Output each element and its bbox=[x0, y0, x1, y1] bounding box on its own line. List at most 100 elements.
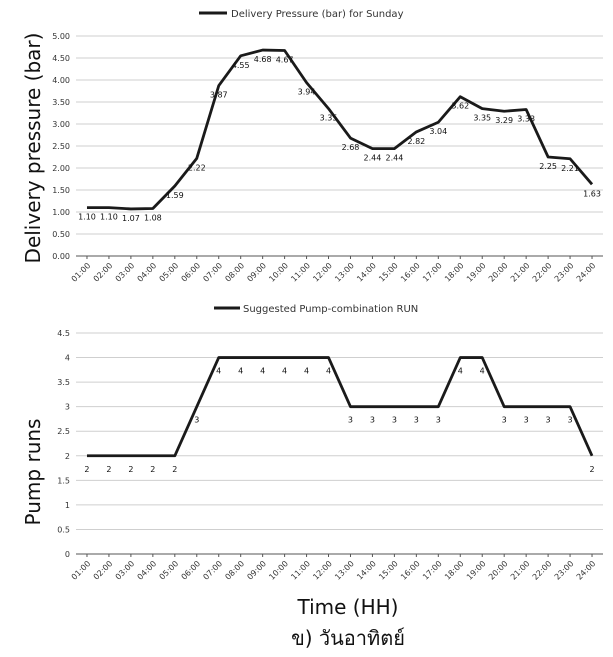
x-tick-label: 09:00 bbox=[245, 261, 268, 284]
x-tick-label: 08:00 bbox=[223, 559, 246, 582]
data-label: 3.87 bbox=[210, 91, 228, 100]
y-tick-label: 1.50 bbox=[52, 186, 70, 195]
y-tick-label: 2.50 bbox=[52, 142, 70, 151]
data-label: 1.59 bbox=[166, 191, 184, 200]
data-label: 2 bbox=[589, 465, 594, 474]
data-label: 3 bbox=[568, 416, 573, 425]
data-label: 2 bbox=[84, 465, 89, 474]
x-tick-label: 07:00 bbox=[201, 559, 224, 582]
x-tick-label: 02:00 bbox=[92, 261, 115, 284]
x-tick-label: 10:00 bbox=[267, 559, 290, 582]
x-tick-label: 18:00 bbox=[443, 261, 466, 284]
data-label: 3 bbox=[194, 416, 199, 425]
data-label: 4 bbox=[260, 367, 265, 376]
data-label: 3.33 bbox=[517, 114, 535, 123]
y-tick-label: 4.5 bbox=[57, 329, 70, 338]
x-tick-label: 10:00 bbox=[267, 261, 290, 284]
data-label: 4 bbox=[304, 367, 309, 376]
data-label: 4 bbox=[216, 367, 221, 376]
x-tick-label: 05:00 bbox=[158, 261, 181, 284]
data-label: 4.55 bbox=[232, 61, 250, 70]
x-tick-label: 01:00 bbox=[70, 261, 93, 284]
x-tick-label: 02:00 bbox=[92, 559, 115, 582]
data-label: 2.82 bbox=[407, 137, 425, 146]
data-label: 3 bbox=[348, 416, 353, 425]
data-label: 3.35 bbox=[473, 114, 491, 123]
pump-x-ticks: 01:00 02:00 03:00 04:00 05:00 06:00 07:00 08:00… bbox=[70, 554, 597, 582]
x-tick-label: 06:00 bbox=[180, 261, 203, 284]
data-label: 1.08 bbox=[144, 213, 162, 222]
x-tick-label: 14:00 bbox=[355, 261, 378, 284]
x-tick-label: 17:00 bbox=[421, 261, 444, 284]
y-tick-label: 3.50 bbox=[52, 98, 70, 107]
pump-x-axis-title: Time (HH) bbox=[297, 595, 399, 619]
x-tick-label: 16:00 bbox=[399, 559, 422, 582]
pump-chart: Suggested Pump-combination RUN Pump runs… bbox=[21, 304, 603, 619]
pressure-y-ticks: 0.00 0.50 1.00 1.50 2.00 2.50 3.00 3.50 4.00 4.50… bbox=[52, 32, 70, 261]
y-tick-label: 0 bbox=[65, 550, 70, 559]
x-tick-label: 14:00 bbox=[355, 559, 378, 582]
x-tick-label: 05:00 bbox=[158, 559, 181, 582]
data-label: 2 bbox=[150, 465, 155, 474]
x-tick-label: 15:00 bbox=[377, 559, 400, 582]
series-line bbox=[86, 356, 594, 458]
figure-caption: ข) วันอาทิตย์ bbox=[291, 626, 405, 650]
x-tick-label: 23:00 bbox=[553, 261, 576, 284]
data-label: 1.63 bbox=[583, 189, 601, 198]
data-label: 2 bbox=[128, 465, 133, 474]
x-tick-label: 21:00 bbox=[509, 559, 532, 582]
y-tick-label: 2.00 bbox=[52, 164, 70, 173]
data-label: 2.25 bbox=[539, 162, 557, 171]
y-tick-label: 4.50 bbox=[52, 54, 70, 63]
pressure-series bbox=[86, 48, 594, 211]
x-tick-label: 07:00 bbox=[201, 261, 224, 284]
pump-legend: Suggested Pump-combination RUN bbox=[214, 304, 418, 315]
x-tick-label: 22:00 bbox=[531, 261, 554, 284]
data-label: 4 bbox=[238, 367, 243, 376]
y-tick-label: 2 bbox=[65, 452, 70, 461]
y-tick-label: 1 bbox=[65, 501, 70, 510]
pump-series bbox=[86, 356, 594, 458]
x-tick-label: 12:00 bbox=[311, 559, 334, 582]
x-tick-label: 11:00 bbox=[289, 261, 312, 284]
data-label: 3 bbox=[370, 416, 375, 425]
y-tick-label: 5.00 bbox=[52, 32, 70, 41]
x-tick-label: 04:00 bbox=[136, 559, 159, 582]
data-label: 4 bbox=[458, 367, 463, 376]
pump-y-axis-title: Pump runs bbox=[21, 419, 45, 526]
x-tick-label: 06:00 bbox=[180, 559, 203, 582]
pressure-data-labels: 1.10 1.10 1.07 1.08 1.59 2.22 3.87 4.55 4.68 4.67… bbox=[78, 55, 601, 223]
x-tick-label: 03:00 bbox=[114, 261, 137, 284]
x-tick-label: 08:00 bbox=[223, 261, 246, 284]
pump-data-labels: 2 2 2 2 2 3 4 4 4 4 4 4 3 3 3 3 3 4 4 3 3 3 3 2 bbox=[84, 367, 594, 474]
x-tick-label: 16:00 bbox=[399, 261, 422, 284]
pump-y-ticks: 0 0.5 1 1.5 2 2.5 3 3.5 4 4.5 bbox=[57, 329, 70, 559]
data-label: 3 bbox=[502, 416, 507, 425]
data-label: 3 bbox=[414, 416, 419, 425]
data-label: 2 bbox=[172, 465, 177, 474]
pressure-legend: Delivery Pressure (bar) for Sunday bbox=[199, 9, 404, 20]
pressure-gridlines bbox=[76, 35, 603, 257]
x-tick-label: 12:00 bbox=[311, 261, 334, 284]
x-tick-label: 19:00 bbox=[465, 559, 488, 582]
data-label: 1.10 bbox=[100, 213, 118, 222]
pressure-legend-label: Delivery Pressure (bar) for Sunday bbox=[231, 9, 404, 20]
y-tick-label: 0.50 bbox=[52, 230, 70, 239]
x-tick-label: 15:00 bbox=[377, 261, 400, 284]
y-tick-label: 0.00 bbox=[52, 252, 70, 261]
data-label: 2.44 bbox=[385, 154, 403, 163]
y-tick-label: 4 bbox=[65, 354, 70, 363]
x-tick-label: 18:00 bbox=[443, 559, 466, 582]
x-tick-label: 13:00 bbox=[333, 559, 356, 582]
data-label: 2 bbox=[106, 465, 111, 474]
data-label: 3.62 bbox=[451, 102, 469, 111]
data-label: 4.67 bbox=[276, 56, 294, 65]
data-label: 4 bbox=[282, 367, 287, 376]
data-label: 3.94 bbox=[298, 88, 316, 97]
x-tick-label: 19:00 bbox=[465, 261, 488, 284]
y-tick-label: 3 bbox=[65, 403, 70, 412]
data-label: 2.21 bbox=[561, 164, 579, 173]
data-label: 3 bbox=[524, 416, 529, 425]
y-tick-label: 3.5 bbox=[57, 378, 70, 387]
x-tick-label: 20:00 bbox=[487, 261, 510, 284]
